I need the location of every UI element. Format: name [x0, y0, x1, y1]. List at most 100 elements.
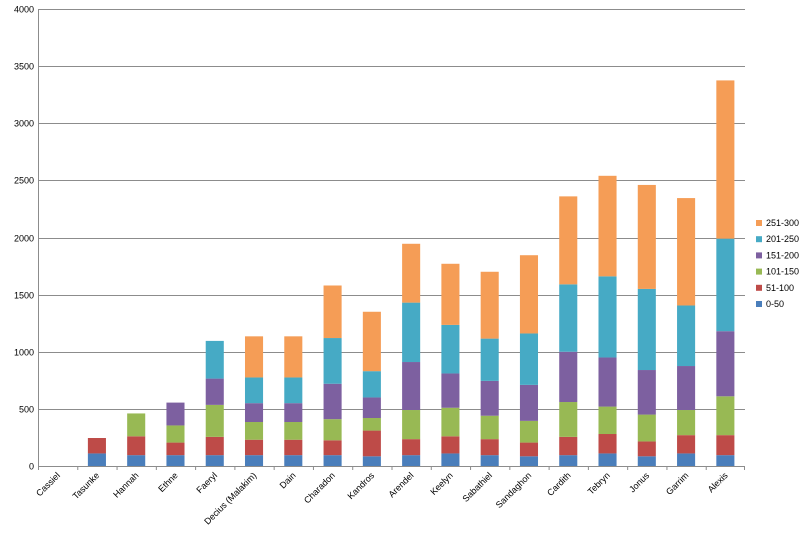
legend-label: 201-250 — [766, 234, 799, 244]
legend-label: 101-150 — [766, 267, 799, 277]
bars — [87, 80, 735, 466]
bar-segment — [598, 453, 617, 466]
bar-segment — [284, 377, 303, 404]
x-tick-label: Charadon — [302, 470, 337, 505]
bar-segment — [716, 455, 735, 466]
bar-segment — [362, 371, 381, 398]
bar-segment — [284, 422, 303, 440]
bar-segment — [637, 288, 656, 371]
bar-segment — [677, 410, 696, 436]
bar-segment — [519, 333, 539, 385]
bar-segment — [127, 413, 146, 437]
legend: 251-300 201-250 151-200 101-150 51-100 0-50 — [756, 218, 799, 309]
x-tick-label: Cassiel — [34, 470, 62, 498]
x-tick-label: Keelyn — [428, 470, 455, 497]
bar-segment — [519, 420, 539, 443]
bar-segment — [244, 422, 264, 440]
legend-swatch — [756, 252, 762, 259]
bar-segment — [323, 338, 342, 384]
bar-segment — [441, 373, 460, 408]
bar-segment — [598, 434, 617, 454]
legend-swatch — [756, 268, 762, 275]
bar-segment — [480, 271, 499, 339]
bar-segment — [402, 410, 421, 440]
bar-segment — [244, 455, 264, 466]
x-tick-label: Ethne — [156, 470, 180, 494]
bar-segment — [166, 442, 185, 456]
bar-segment — [323, 285, 342, 339]
bar-segment — [402, 439, 421, 456]
bar-segment — [559, 284, 578, 352]
bar-segment — [677, 435, 696, 454]
bar-segment — [716, 80, 735, 239]
y-tick-label: 1000 — [14, 348, 34, 358]
bar-segment — [362, 430, 381, 457]
y-tick-label: 1500 — [14, 291, 34, 301]
bar-segment — [244, 403, 264, 423]
bar-segment — [205, 378, 224, 405]
bar-segment — [559, 436, 578, 456]
legend-label: 0-50 — [766, 299, 784, 309]
bar-segment — [480, 455, 499, 466]
bar-segment — [716, 435, 735, 456]
bar-segment — [441, 436, 460, 454]
y-tick-label: 500 — [19, 405, 34, 415]
bar-segment — [402, 455, 421, 466]
bar-segment — [598, 357, 617, 407]
bar-segment — [166, 425, 185, 443]
bar-segment — [637, 370, 656, 415]
bar-segment — [559, 402, 578, 437]
x-tick-label: Sandaghon — [494, 470, 534, 510]
bar-segment — [637, 456, 656, 466]
legend-label: 51-100 — [766, 283, 794, 293]
bar-segment — [323, 383, 342, 420]
y-axis-ticks: 0 500 1000 1500 2000 2500 3000 3500 4000 — [14, 5, 34, 472]
bar-segment — [87, 453, 106, 466]
bar-segment — [166, 402, 185, 426]
bar-segment — [205, 436, 224, 456]
legend-label: 151-200 — [766, 250, 799, 260]
bar-segment — [284, 336, 303, 378]
legend-swatch — [756, 284, 762, 291]
x-tick-label: Arendel — [387, 470, 416, 499]
bar-segment — [284, 403, 303, 423]
bar-segment — [402, 243, 421, 303]
bar-segment — [441, 263, 460, 325]
bar-segment — [362, 397, 381, 419]
y-tick-label: 3500 — [14, 62, 34, 72]
x-tick-label: Garrim — [664, 470, 691, 497]
y-tick-label: 2000 — [14, 234, 34, 244]
legend-swatch — [756, 301, 762, 307]
x-tick-label: Alexis — [706, 470, 730, 494]
bar-segment — [637, 184, 656, 289]
bar-segment — [677, 366, 696, 411]
bar-segment — [716, 238, 735, 332]
bar-segment — [127, 455, 146, 466]
bar-segment — [87, 438, 106, 454]
bar-segment — [598, 175, 617, 277]
y-tick-label: 0 — [29, 462, 34, 472]
x-tick-label: Jonus — [627, 470, 651, 494]
x-tick-label: Cardith — [545, 470, 573, 498]
x-tick-label: Tasunke — [71, 470, 102, 501]
bar-segment — [441, 324, 460, 374]
bar-segment — [677, 305, 696, 367]
legend-swatch — [756, 220, 762, 226]
bar-segment — [362, 418, 381, 431]
bar-segment — [677, 198, 696, 306]
bar-segment — [677, 453, 696, 466]
bar-segment — [244, 336, 264, 378]
bar-segment — [480, 380, 499, 416]
bar-segment — [205, 455, 224, 466]
bar-segment — [362, 456, 381, 466]
bar-segment — [637, 441, 656, 457]
bar-segment — [127, 436, 146, 456]
bar-segment — [205, 404, 224, 437]
bar-segment — [323, 455, 342, 466]
x-tick-label: Sabathiel — [460, 470, 494, 504]
gridlines — [38, 9, 745, 467]
bar-segment — [441, 407, 460, 437]
x-tick-label: Kandros — [345, 470, 376, 501]
bar-segment — [284, 455, 303, 466]
